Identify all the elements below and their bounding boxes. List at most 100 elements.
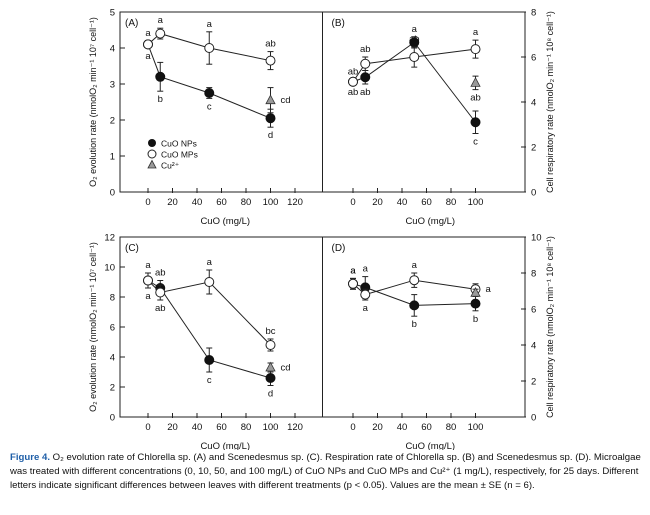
y-tick-label: 0	[531, 188, 536, 199]
x-tick-label: 100	[468, 422, 484, 433]
y-tick-label: 6	[110, 323, 115, 334]
data-point	[155, 287, 166, 298]
data-point	[265, 361, 276, 372]
significance-letter: a	[473, 27, 479, 38]
significance-letter: b	[158, 94, 163, 105]
x-tick-label: 120	[287, 197, 303, 208]
series-line	[352, 48, 476, 83]
x-tick-label: 40	[192, 422, 203, 433]
y-tick-label: 0	[110, 413, 115, 424]
x-tick-label: 0	[350, 197, 355, 208]
y-axis-label: O₂ evolution rate (nmolO₂ min⁻¹ 10⁷ cell…	[88, 17, 98, 187]
series-line	[352, 41, 476, 123]
x-tick-label: 120	[287, 422, 303, 433]
x-tick-label: 20	[372, 197, 383, 208]
x-tick-label: 60	[216, 422, 227, 433]
significance-letter: a	[145, 260, 151, 271]
significance-letter: ab	[155, 303, 166, 314]
data-point	[265, 55, 276, 66]
y-tick-label: 4	[110, 353, 115, 364]
legend-marker	[147, 159, 157, 169]
significance-letter: a	[350, 265, 356, 276]
significance-letter: d	[268, 389, 273, 400]
series-cuomps: aa aab	[143, 15, 276, 71]
panel-label: (C)	[125, 243, 139, 254]
y-axis-label: O₂ evolution rate (nmolO₂ min⁻¹ 10⁷ cell…	[88, 242, 98, 412]
series-cu: ab	[470, 75, 481, 104]
y-tick-label: 2	[110, 383, 115, 394]
data-point	[143, 275, 153, 286]
data-point	[470, 286, 481, 297]
y-tick-label: 4	[110, 44, 115, 55]
legend-marker	[147, 149, 157, 159]
figure-caption: Figure 4. O₂ evolution rate of Chlorella…	[10, 451, 642, 493]
series-line	[147, 280, 271, 379]
y-tick-label: 12	[104, 233, 115, 244]
x-axis-label: CuO (mg/L)	[405, 441, 455, 450]
data-point	[360, 72, 371, 83]
data-point	[204, 355, 215, 365]
x-tick-label: 0	[145, 422, 150, 433]
significance-letter: a	[145, 291, 151, 302]
data-point	[409, 300, 420, 311]
significance-letter: a	[363, 264, 369, 275]
x-tick-label: 80	[446, 422, 457, 433]
series-cu: cd	[265, 361, 291, 374]
x-tick-label: 80	[241, 197, 252, 208]
x-tick-label: 80	[446, 197, 457, 208]
y-tick-label: 2	[531, 143, 536, 154]
legend-label: CuO MPs	[161, 150, 198, 160]
data-point	[470, 117, 481, 128]
x-tick-label: 100	[468, 197, 484, 208]
significance-letter: a	[350, 265, 356, 276]
significance-letter: a	[145, 51, 151, 62]
y-tick-label: 0	[110, 188, 115, 199]
significance-letter: ab	[409, 34, 420, 45]
caption-text: O₂ evolution rate of Chlorella sp. (A) a…	[10, 452, 641, 491]
x-tick-label: 20	[167, 197, 178, 208]
panel-label: (B)	[332, 18, 345, 29]
data-point	[155, 28, 166, 39]
y-tick-label: 6	[531, 53, 536, 64]
significance-letter: ab	[360, 87, 371, 98]
y-axis-label: Cell respiratory rate (nmolO₂ min⁻¹ 10⁸ …	[545, 11, 555, 193]
panel-a: 0 1 2 3 4 5 0 20 40 60 80 100 120 CuO (mg/L) O₂ evolut…	[88, 8, 303, 228]
data-point	[348, 278, 358, 289]
data-point	[265, 340, 276, 350]
panel-label: (A)	[125, 18, 138, 29]
significance-letter: a	[412, 24, 418, 35]
y-axis-label: Cell respiratory rate (nmolO₂ min⁻¹ 10⁸ …	[545, 236, 555, 418]
significance-letter: ab	[348, 67, 359, 78]
x-tick-label: 40	[397, 197, 408, 208]
x-tick-label: 60	[216, 197, 227, 208]
series-line	[352, 283, 476, 306]
y-tick-label: 6	[531, 305, 536, 316]
significance-letter: c	[473, 137, 478, 148]
y-tick-label: 4	[531, 98, 536, 109]
significance-letter: c	[207, 101, 212, 112]
series-line	[147, 44, 271, 119]
significance-letter: a	[158, 15, 164, 26]
y-tick-label: 3	[110, 80, 115, 91]
data-point	[470, 44, 481, 55]
data-point	[409, 275, 420, 286]
significance-letter: a	[145, 28, 151, 39]
significance-letter: cd	[281, 95, 291, 106]
x-tick-label: 40	[192, 197, 203, 208]
y-tick-label: 2	[110, 116, 115, 127]
data-point	[265, 373, 276, 383]
x-tick-label: 0	[350, 422, 355, 433]
series-line	[147, 280, 271, 346]
y-tick-label: 8	[531, 269, 536, 280]
data-point	[470, 77, 481, 87]
y-tick-label: 10	[531, 233, 542, 244]
x-tick-label: 40	[397, 422, 408, 433]
significance-letter: a	[486, 284, 492, 295]
data-point	[204, 277, 215, 287]
y-tick-label: 8	[531, 8, 536, 19]
